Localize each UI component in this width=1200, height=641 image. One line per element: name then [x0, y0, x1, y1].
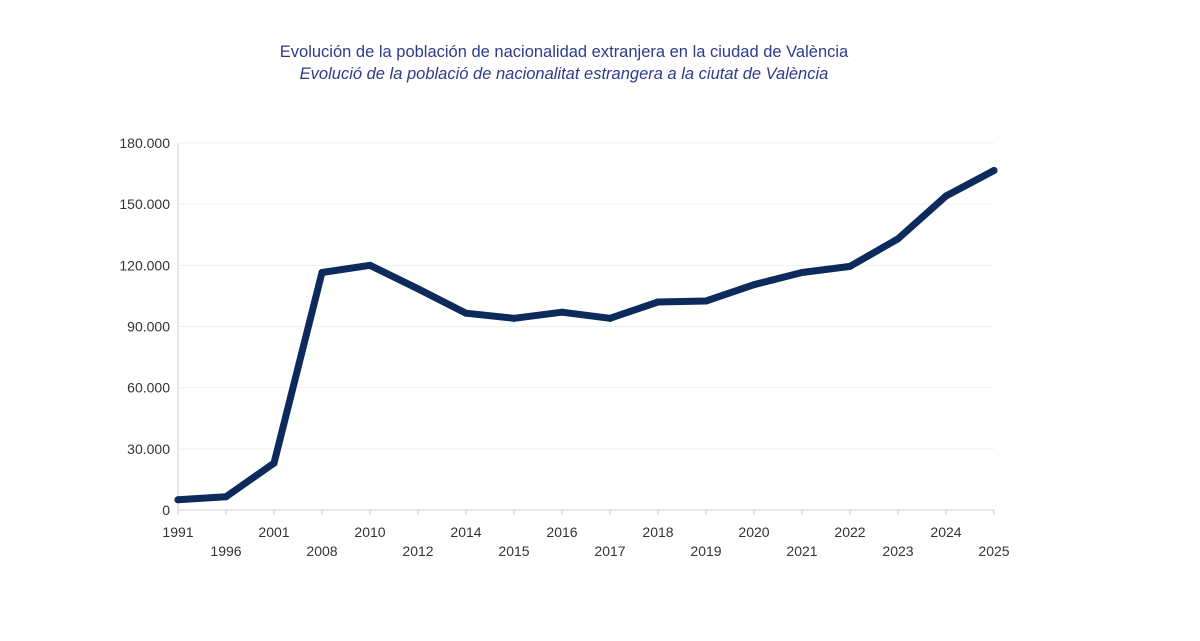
data-point — [702, 297, 710, 305]
data-point — [366, 261, 374, 269]
y-tick-label: 30.000 — [127, 441, 170, 457]
x-tick-label: 1996 — [210, 543, 241, 559]
x-tick-label: 2025 — [978, 543, 1009, 559]
gridlines — [178, 142, 994, 450]
data-point — [174, 496, 182, 504]
x-tick-label: 2018 — [642, 524, 673, 540]
data-point — [894, 235, 902, 243]
x-tick-label: 2012 — [402, 543, 433, 559]
x-tick-label: 2008 — [306, 543, 337, 559]
data-point — [222, 493, 230, 501]
x-tick-label: 2010 — [354, 524, 385, 540]
data-point — [654, 298, 662, 306]
x-tick-label: 2024 — [930, 524, 961, 540]
series-layer — [174, 167, 998, 504]
y-tick-label: 120.000 — [119, 257, 170, 273]
x-tick-label: 2001 — [258, 524, 289, 540]
data-point — [990, 167, 998, 175]
data-point — [414, 285, 422, 293]
y-tick-label: 180.000 — [119, 135, 170, 151]
x-tick-label: 2015 — [498, 543, 529, 559]
x-tick-label: 1991 — [162, 524, 193, 540]
x-tick-label: 2016 — [546, 524, 577, 540]
y-tick-label: 60.000 — [127, 380, 170, 396]
data-point — [606, 314, 614, 322]
data-point — [942, 192, 950, 200]
x-tick-label: 2017 — [594, 543, 625, 559]
data-point — [798, 268, 806, 276]
data-point — [510, 314, 518, 322]
x-tick-label: 2023 — [882, 543, 913, 559]
chart-subtitle: Evolució de la població de nacionalitat … — [300, 65, 829, 83]
data-point — [846, 262, 854, 270]
x-tick-label: 2020 — [738, 524, 769, 540]
y-tick-label: 90.000 — [127, 319, 170, 335]
x-tick-label: 2021 — [786, 543, 817, 559]
series-line — [174, 167, 998, 504]
y-tick-label: 0 — [162, 502, 170, 518]
data-point — [750, 281, 758, 289]
x-axis: 1991 1996 2001 2008 2010 2012 2014 2015 2016 2017… — [162, 509, 1010, 559]
data-point — [558, 308, 566, 316]
y-axis: 0 30.000 60.000 90.000 120.000 150.000 180.000 — [119, 135, 179, 518]
chart-title: Evolución de la población de nacionalida… — [280, 43, 849, 61]
data-point — [270, 459, 278, 467]
x-tick-label: 2022 — [834, 524, 865, 540]
data-point — [462, 309, 470, 317]
x-tick-label: 2019 — [690, 543, 721, 559]
x-tick-label: 2014 — [450, 524, 481, 540]
y-tick-label: 150.000 — [119, 196, 170, 212]
data-point — [318, 268, 326, 276]
